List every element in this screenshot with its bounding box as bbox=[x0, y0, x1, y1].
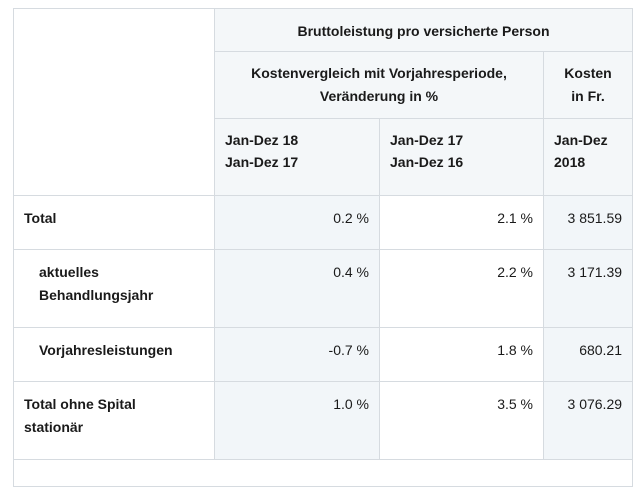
cost-2018-cell: 3 851.59 bbox=[542, 195, 634, 250]
comparison-header: Kostenvergleich mit Vorjahresperiode, Ve… bbox=[214, 51, 544, 119]
table-row-empty bbox=[12, 459, 634, 487]
change-17-16-cell: 2.2 % bbox=[379, 249, 544, 328]
table-row-total-ohne-spital: Total ohne Spital stationär 1.0 % 3.5 % … bbox=[13, 381, 634, 460]
change-18-17-cell: 1.0 % bbox=[214, 381, 380, 460]
cost-2018-cell: 3 076.29 bbox=[542, 381, 634, 460]
change-17-16-cell: 1.8 % bbox=[379, 327, 544, 382]
table-row-aktuelles-behandlungsjahr: aktuelles Behandlungsjahr 0.4 % 2.2 % 3 … bbox=[13, 249, 634, 328]
page: Bruttoleistung pro versicherte Person Ko… bbox=[12, 8, 634, 487]
change-18-17-cell: 0.2 % bbox=[214, 195, 380, 250]
period-header-18-17: Jan-Dez 18 Jan-Dez 17 bbox=[214, 118, 380, 196]
row-label: Vorjahresleistungen bbox=[13, 327, 215, 382]
cost-2018-cell: 680.21 bbox=[542, 327, 634, 382]
period-header-2018: Jan-Dez 2018 bbox=[542, 118, 634, 196]
row-label: aktuelles Behandlungsjahr bbox=[13, 249, 215, 328]
cost-header: Kosten in Fr. bbox=[542, 51, 634, 119]
period-header-17-16: Jan-Dez 17 Jan-Dez 16 bbox=[379, 118, 544, 196]
row-label: Total bbox=[13, 195, 215, 250]
row-label: Total ohne Spital stationär bbox=[13, 381, 215, 460]
cost-table: Bruttoleistung pro versicherte Person Ko… bbox=[12, 8, 634, 487]
change-17-16-cell: 3.5 % bbox=[379, 381, 544, 460]
change-18-17-cell: -0.7 % bbox=[214, 327, 380, 382]
empty-cell bbox=[12, 459, 634, 487]
cost-2018-cell: 3 171.39 bbox=[542, 249, 634, 328]
table-title: Bruttoleistung pro versicherte Person bbox=[213, 8, 634, 52]
corner-cell bbox=[13, 8, 215, 196]
table-row-vorjahresleistungen: Vorjahresleistungen -0.7 % 1.8 % 680.21 bbox=[13, 327, 634, 382]
table-row-total: Total 0.2 % 2.1 % 3 851.59 bbox=[13, 195, 634, 250]
change-18-17-cell: 0.4 % bbox=[214, 249, 380, 328]
change-17-16-cell: 2.1 % bbox=[379, 195, 544, 250]
